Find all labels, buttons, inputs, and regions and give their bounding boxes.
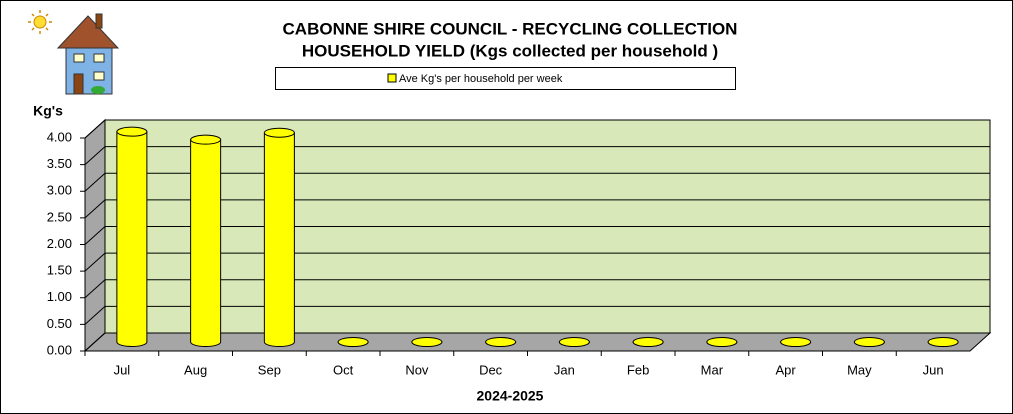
bar-top [338, 338, 368, 347]
y-tick-label: 1.50 [47, 263, 72, 278]
x-tick-label: Apr [776, 362, 797, 377]
bar-top [191, 135, 221, 144]
x-tick-label: Jun [923, 362, 944, 377]
x-tick-label: Nov [405, 362, 429, 377]
chart-subtitle: HOUSEHOLD YIELD (Kgs collected per house… [302, 41, 718, 60]
chart: CABONNE SHIRE COUNCIL - RECYCLING COLLEC… [0, 0, 1013, 414]
y-tick-label: 3.00 [47, 183, 72, 198]
y-tick-label: 2.00 [47, 236, 72, 251]
x-tick-label: Feb [627, 362, 649, 377]
y-tick-label: 2.50 [47, 209, 72, 224]
bar [264, 133, 294, 347]
x-axis-title: 2024-2025 [477, 388, 544, 404]
chart-title: CABONNE SHIRE COUNCIL - RECYCLING COLLEC… [283, 19, 738, 38]
x-tick-label: Jan [554, 362, 575, 377]
bar-top [117, 127, 147, 136]
legend-label: Ave Kg's per household per week [399, 73, 563, 85]
x-tick-label: May [847, 362, 872, 377]
y-tick-label: 0.00 [47, 342, 72, 357]
y-tick-label: 4.00 [47, 129, 72, 144]
y-tick-label: 0.50 [47, 316, 72, 331]
bar-top [412, 338, 442, 347]
bar [117, 132, 147, 347]
bar-top [559, 338, 589, 347]
y-tick-label: 3.50 [47, 156, 72, 171]
y-axis-title: Kg's [33, 103, 63, 119]
bar-top [486, 338, 516, 347]
bar-top [633, 338, 663, 347]
x-tick-label: Sep [258, 362, 281, 377]
bar-top [928, 338, 958, 347]
bar-top [854, 338, 884, 347]
legend-swatch [388, 74, 396, 82]
x-tick-label: Oct [333, 362, 354, 377]
x-tick-label: Dec [479, 362, 503, 377]
bar-top [781, 338, 811, 347]
y-tick-label: 1.00 [47, 289, 72, 304]
x-tick-label: Mar [701, 362, 724, 377]
x-tick-label: Jul [114, 362, 131, 377]
x-tick-label: Aug [184, 362, 207, 377]
bar [191, 140, 221, 347]
bar-top [264, 128, 294, 137]
bar-top [707, 338, 737, 347]
